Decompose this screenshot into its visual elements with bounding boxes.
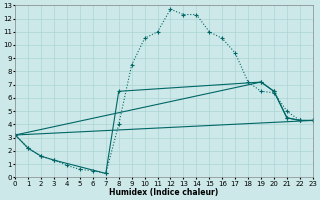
X-axis label: Humidex (Indice chaleur): Humidex (Indice chaleur) <box>109 188 219 197</box>
